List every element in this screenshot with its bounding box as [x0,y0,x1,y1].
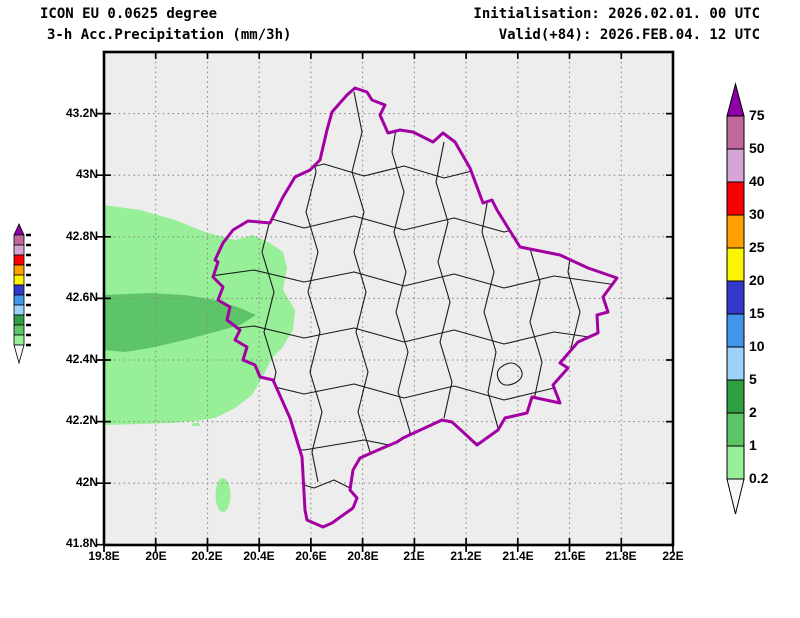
colorbar-segment [726,148,745,183]
x-tick-label: 22E [662,549,684,563]
colorbar-segment [726,379,745,414]
y-tick-label: 41.8N [65,536,98,550]
y-tick-label: 42.6N [65,290,98,304]
mini-colorbar-under-arrow [13,344,25,365]
precip-speck [192,423,200,426]
mini-colorbar-segment [13,324,25,336]
colorbar-segment [726,247,745,282]
x-tick-label: 20E [145,549,167,563]
colorbar-segment [726,346,745,381]
precip-region-small [215,478,231,512]
colorbar-label: 40 [749,173,765,189]
colorbar-segment [726,181,745,216]
colorbar-segment [726,313,745,348]
colorbar-label: 30 [749,206,765,222]
model-title: ICON EU 0.0625 degree [40,6,218,22]
mini-colorbar-segment [13,254,25,266]
colorbar-label: 25 [749,239,765,255]
colorbar-over-arrow [726,82,745,117]
mini-colorbar-segment [13,234,25,246]
y-tick-label: 42.8N [65,229,98,243]
mini-colorbar-segment [13,294,25,306]
x-tick-label: 21.8E [605,549,637,563]
colorbar-label: 50 [749,140,765,156]
colorbar-segment [726,412,745,447]
product-title: 3-h Acc.Precipitation (mm/3h) [47,27,292,43]
mini-colorbar-segment [13,274,25,286]
colorbar-segment [726,115,745,150]
x-tick-label: 20.2E [191,549,223,563]
colorbar-label: 1 [749,437,757,453]
colorbar-label: 75 [749,107,765,123]
x-tick-label: 20.8E [347,549,379,563]
mini-colorbar-segment [13,304,25,316]
colorbar-label: 20 [749,272,765,288]
colorbar-segment [726,280,745,315]
country-border [211,86,619,529]
x-tick-label: 19.8E [88,549,120,563]
mini-colorbar-segment [13,334,25,346]
mini-colorbar-ticks [26,233,31,347]
colorbar-label: 15 [749,305,765,321]
colorbar-segment [726,214,745,249]
y-tick-label: 42N [75,475,98,489]
mini-colorbar-segment [13,284,25,296]
colorbar-label: 5 [749,371,757,387]
mini-colorbar-segment [13,264,25,276]
mini-colorbar-over-arrow [13,223,25,236]
x-tick-label: 21E [403,549,425,563]
y-tick-label: 42.4N [65,352,98,366]
x-tick-label: 20.4E [243,549,275,563]
map-canvas [97,50,675,552]
colorbar-label: 2 [749,404,757,420]
mini-colorbar-segment [13,244,25,256]
valid-time: Valid(+84): 2026.FEB.04. 12 UTC [498,27,760,43]
colorbar-label: 10 [749,338,765,354]
x-tick-label: 20.6E [295,549,327,563]
map-frame [102,50,675,547]
x-tick-label: 21.2E [450,549,482,563]
colorbar [726,82,745,515]
x-tick-label: 21.4E [502,549,534,563]
gridlines [104,52,673,545]
initialisation-time: Initialisation: 2026.02.01. 00 UTC [473,6,760,22]
colorbar-segment [726,445,745,480]
y-tick-label: 42.2N [65,413,98,427]
y-tick-label: 43N [75,167,98,181]
mini-colorbar-segment [13,314,25,326]
precip-region-moderate [104,293,256,352]
colorbar-label: 0.2 [749,470,769,486]
mini-colorbar [13,223,31,365]
y-tick-label: 43.2N [65,106,98,120]
colorbar-under-arrow [726,478,745,515]
x-tick-label: 21.6E [554,549,586,563]
